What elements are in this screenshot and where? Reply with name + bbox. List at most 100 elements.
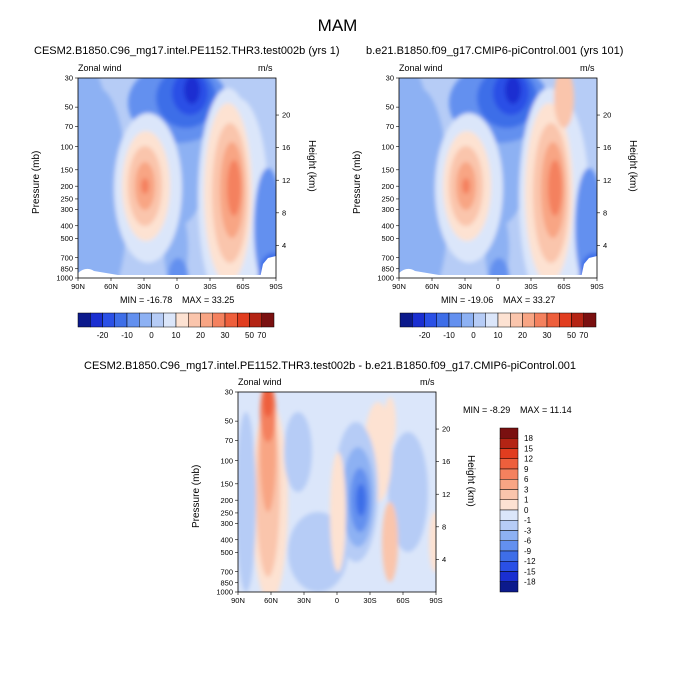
colorbar-box <box>412 312 425 328</box>
y-tick-label: 300 <box>60 205 73 214</box>
y-tick-label: 150 <box>381 165 394 174</box>
x-tick-label: 60N <box>425 282 439 291</box>
y-tick-label: 1000 <box>56 274 73 283</box>
colorbar-label: 70 <box>257 331 266 340</box>
contour-fill <box>238 392 436 592</box>
panel3-title: CESM2.B1850.C96_mg17.intel.PE1152.THR3.t… <box>84 360 577 372</box>
panel3-variable-label: Zonal wind <box>238 377 282 387</box>
colorbar-box <box>175 312 189 328</box>
colorbar-box <box>499 571 519 582</box>
colorbar-box <box>473 312 486 328</box>
colorbar-box <box>499 509 519 521</box>
panel3-ylabel-right: Height (km) <box>465 455 476 507</box>
colorbar-label: 10 <box>494 331 503 340</box>
y-tick-label: 400 <box>60 221 73 230</box>
colorbar-box <box>249 312 262 328</box>
x-tick-label: 30N <box>137 282 151 291</box>
y-right-tick-label: 16 <box>442 457 450 466</box>
panel3-max-label: MAX = 11.14 <box>520 405 572 415</box>
y-tick-label: 250 <box>220 509 233 518</box>
colorbar-box <box>499 550 519 562</box>
contour-fill <box>399 78 597 278</box>
y-right-tick-label: 12 <box>282 176 290 185</box>
colorbar-label: -3 <box>524 526 532 535</box>
y-tick-label: 100 <box>220 456 233 465</box>
panel3-contour-plot: 305070100150200250300400500700850100090N… <box>216 388 450 605</box>
x-tick-label: 30N <box>458 282 472 291</box>
colorbar-box <box>126 312 140 328</box>
y-right-tick-label: 20 <box>603 111 611 120</box>
colorbar-box <box>114 312 128 328</box>
colorbar-label: -15 <box>524 567 536 576</box>
colorbar-box <box>499 448 519 459</box>
y-tick-label: 700 <box>381 253 394 262</box>
topography-mask <box>78 268 276 278</box>
y-right-tick-label: 4 <box>603 241 607 250</box>
colorbar-box <box>499 540 519 552</box>
y-tick-label: 50 <box>225 417 233 426</box>
colorbar-box <box>499 530 519 541</box>
colorbar-box <box>499 489 519 500</box>
colorbar-box <box>499 499 519 511</box>
panel2-units-label: m/s <box>580 63 595 73</box>
colorbar-box <box>522 312 535 328</box>
colorbar-label: 0 <box>524 506 529 515</box>
y-right-tick-label: 16 <box>282 143 290 152</box>
main-title: MAM <box>317 16 358 35</box>
colorbar-label: -1 <box>524 516 532 525</box>
y-right-tick-label: 12 <box>603 176 611 185</box>
y-tick-label: 850 <box>381 264 394 273</box>
colorbar-label: -10 <box>443 331 455 340</box>
colorbar-box <box>188 312 201 328</box>
colorbar-label: 6 <box>524 475 529 484</box>
y-tick-label: 70 <box>386 122 394 131</box>
colorbar-box <box>139 312 152 328</box>
colorbar-label: 20 <box>196 331 205 340</box>
x-tick-label: 90N <box>392 282 406 291</box>
y-right-tick-label: 8 <box>442 522 446 531</box>
panel2-max-label: MAX = 33.27 <box>503 295 556 305</box>
x-tick-label: 90S <box>429 596 442 605</box>
colorbar-label: -20 <box>97 331 109 340</box>
colorbar-box <box>485 312 499 328</box>
y-right-tick-label: 4 <box>442 555 446 564</box>
colorbar-box <box>559 312 572 328</box>
x-tick-label: 60S <box>236 282 249 291</box>
colorbar-box <box>499 427 519 439</box>
y-right-tick-label: 20 <box>442 425 450 434</box>
y-right-tick-label: 20 <box>282 111 290 120</box>
colorbar-label: 9 <box>524 465 529 474</box>
y-right-tick-label: 4 <box>282 241 286 250</box>
panel2-colorbar: -20 -10 0 10 20 30 50 70 <box>399 312 597 340</box>
panel1-ylabel-right: Height (km) <box>306 140 317 192</box>
colorbar-box <box>163 312 177 328</box>
y-tick-label: 500 <box>220 548 233 557</box>
x-tick-label: 60S <box>396 596 409 605</box>
panel2-title: b.e21.B1850.f09_g17.CMIP6-piControl.001 … <box>366 45 624 57</box>
y-tick-label: 500 <box>381 234 394 243</box>
colorbar-label: 10 <box>172 331 181 340</box>
y-right-tick-label: 12 <box>442 490 450 499</box>
colorbar-box <box>90 312 103 328</box>
colorbar-label: -9 <box>524 547 532 556</box>
y-tick-label: 500 <box>60 234 73 243</box>
colorbar-box <box>237 312 250 328</box>
colorbar-label: -6 <box>524 537 532 546</box>
colorbar-label: -18 <box>524 578 536 587</box>
colorbar-label: 20 <box>518 331 527 340</box>
colorbar-box <box>224 312 238 328</box>
panel1-units-label: m/s <box>258 63 273 73</box>
y-tick-label: 400 <box>220 535 233 544</box>
y-tick-label: 300 <box>220 519 233 528</box>
panel1-variable-label: Zonal wind <box>78 63 122 73</box>
colorbar-box <box>461 312 474 328</box>
y-tick-label: 250 <box>381 195 394 204</box>
colorbar-box <box>261 312 275 328</box>
colorbar-box <box>499 468 519 480</box>
x-tick-label: 30S <box>524 282 537 291</box>
panel1-min-label: MIN = -16.78 <box>120 295 173 305</box>
x-tick-label: 60N <box>104 282 118 291</box>
y-right-tick-label: 16 <box>603 143 611 152</box>
y-tick-label: 70 <box>225 436 233 445</box>
